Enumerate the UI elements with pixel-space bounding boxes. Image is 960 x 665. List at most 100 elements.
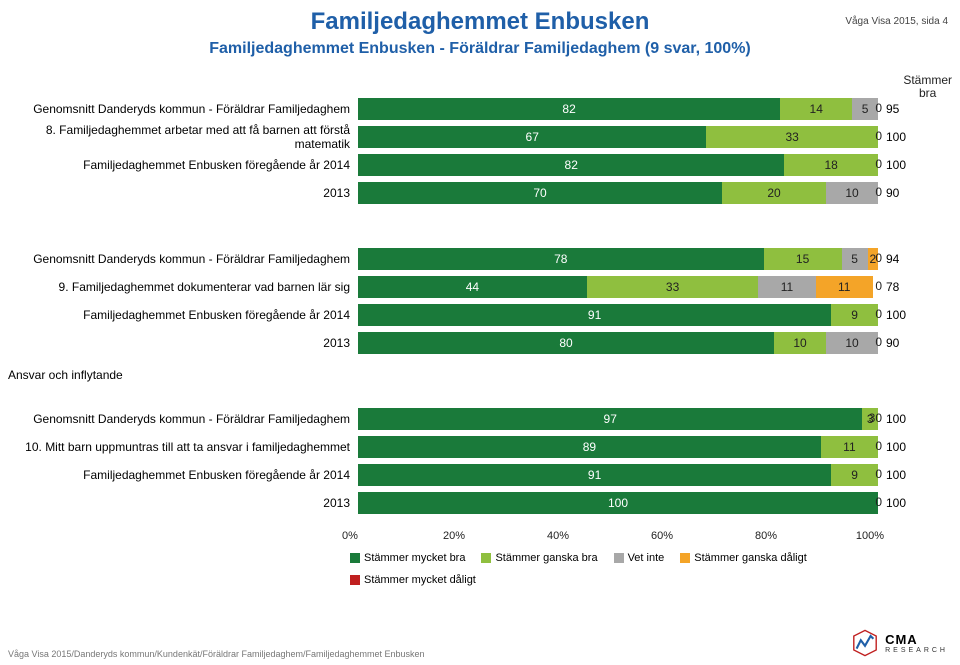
bar-row-score: 90	[878, 186, 928, 200]
legend-label: Vet inte	[628, 552, 665, 564]
x-axis-tick-label: 40%	[547, 530, 569, 542]
bar-segment: 70	[358, 182, 722, 204]
bar-segment: 5	[852, 98, 878, 120]
bar-trailing-value: 0	[875, 467, 882, 481]
bar-row-label: 9. Familjedaghemmet dokumenterar vad bar…	[0, 280, 358, 294]
bar-segment: 10	[826, 182, 878, 204]
bar-row-score: 100	[878, 496, 928, 510]
bar-row-label: Genomsnitt Danderyds kommun - Föräldrar …	[0, 102, 358, 116]
bar-segment: 100	[358, 492, 878, 514]
bar-trailing-value: 0	[875, 185, 882, 199]
bar-segment: 5	[842, 248, 868, 270]
legend-item: Stämmer ganska bra	[481, 552, 597, 564]
bar-segment-value: 82	[565, 158, 578, 172]
legend-item: Stämmer ganska dåligt	[680, 552, 807, 564]
bar-row-label: Familjedaghemmet Enbusken föregående år …	[0, 158, 358, 172]
bar: 97330	[358, 408, 878, 430]
bar: 9190	[358, 464, 878, 486]
bar: 443311110	[358, 276, 878, 298]
x-axis-tick-label: 60%	[651, 530, 673, 542]
legend-swatch	[350, 575, 360, 585]
bar-segment: 82	[358, 154, 784, 176]
footer-path: Våga Visa 2015/Danderyds kommun/Kundenkä…	[8, 649, 425, 659]
bar-segment-value: 11	[843, 440, 855, 454]
chart-group: Genomsnitt Danderyds kommun - Föräldrar …	[0, 98, 960, 210]
score-column-header: Stämmerbra	[903, 74, 952, 100]
x-axis-tick-label: 0%	[342, 530, 358, 542]
bar-segment-value: 89	[583, 440, 596, 454]
legend-label: Stämmer mycket bra	[364, 552, 465, 564]
bar-segment: 10	[826, 332, 878, 354]
bar-segment: 11	[821, 436, 878, 458]
legend-swatch	[614, 553, 624, 563]
bar: 8010100	[358, 332, 878, 354]
bar-segment: 14	[780, 98, 852, 120]
chart-group: Genomsnitt Danderyds kommun - Föräldrar …	[0, 248, 960, 360]
bar-segment-value: 80	[559, 336, 572, 350]
bar-row: 9. Familjedaghemmet dokumenterar vad bar…	[0, 276, 960, 298]
bar-segment: 78	[358, 248, 764, 270]
legend-swatch	[481, 553, 491, 563]
bar-row: Genomsnitt Danderyds kommun - Föräldrar …	[0, 248, 960, 270]
bar-segment-value: 67	[526, 130, 539, 144]
page-title: Familjedaghemmet Enbusken	[0, 8, 960, 36]
bar-segment: 20	[722, 182, 826, 204]
bar-row-score: 95	[878, 102, 928, 116]
bar-trailing-value: 0	[875, 279, 882, 293]
bar-segment: 33	[706, 126, 878, 148]
legend-label: Stämmer ganska dåligt	[694, 552, 807, 564]
bar-row: Genomsnitt Danderyds kommun - Föräldrar …	[0, 98, 960, 120]
bar-segment-value: 91	[588, 468, 601, 482]
bar-segment-value: 33	[666, 280, 679, 294]
bar-trailing-value: 0	[875, 495, 882, 509]
bar-trailing-value: 0	[875, 251, 882, 265]
x-axis-tick-label: 100%	[856, 530, 884, 542]
bar-segment-value: 70	[533, 186, 546, 200]
x-axis: 0%20%40%60%80%100%	[350, 528, 870, 544]
bar-segment: 91	[358, 304, 831, 326]
legend-item: Stämmer mycket dåligt	[350, 574, 476, 586]
bar-row: 20131000100	[0, 492, 960, 514]
bar-trailing-value: 30	[869, 411, 882, 425]
bar-segment-value: 14	[810, 102, 823, 116]
cma-logo-icon	[851, 629, 879, 657]
chart-group: Genomsnitt Danderyds kommun - Föräldrar …	[0, 408, 960, 520]
bar-segment-value: 33	[786, 130, 799, 144]
legend: Stämmer mycket bra Stämmer ganska bra Vet …	[350, 552, 870, 586]
bar-trailing-value: 0	[875, 307, 882, 321]
bar-row: 2013702010090	[0, 182, 960, 204]
bar-trailing-value: 0	[875, 335, 882, 349]
legend-label: Stämmer ganska bra	[495, 552, 597, 564]
bar: 1000	[358, 492, 878, 514]
bar-segment-value: 97	[604, 412, 617, 426]
bar-row-label: Genomsnitt Danderyds kommun - Föräldrar …	[0, 252, 358, 266]
bar-row-score: 100	[878, 412, 928, 426]
bar-segment-value: 5	[851, 252, 858, 266]
bar-segment-value: 91	[588, 308, 601, 322]
bar-segment-value: 18	[825, 158, 838, 172]
bar-segment: 15	[764, 248, 842, 270]
bar-segment-value: 10	[845, 186, 858, 200]
bar-segment-value: 9	[851, 468, 858, 482]
bar-trailing-value: 0	[875, 439, 882, 453]
logo-text: CMA	[885, 632, 918, 647]
bar-row: Familjedaghemmet Enbusken föregående år …	[0, 154, 960, 176]
bar-segment: 67	[358, 126, 706, 148]
bar-segment: 97	[358, 408, 862, 430]
bar-segment: 33	[587, 276, 759, 298]
bar-segment-value: 9	[851, 308, 858, 322]
bar-segment: 11	[816, 276, 873, 298]
bar-row-score: 100	[878, 308, 928, 322]
bar-row-label: 10. Mitt barn uppmuntras till att ta ans…	[0, 440, 358, 454]
page-indicator: Våga Visa 2015, sida 4	[845, 16, 948, 27]
bar-segment: 18	[784, 154, 878, 176]
bar-row: 10. Mitt barn uppmuntras till att ta ans…	[0, 436, 960, 458]
bar-row-score: 100	[878, 468, 928, 482]
bar-row-score: 94	[878, 252, 928, 266]
section-label: Ansvar och inflytande	[8, 368, 123, 382]
bar-row: Genomsnitt Danderyds kommun - Föräldrar …	[0, 408, 960, 430]
bar-row-score: 90	[878, 336, 928, 350]
bar-trailing-value: 0	[875, 157, 882, 171]
bar-segment-value: 5	[862, 102, 869, 116]
bar: 82180	[358, 154, 878, 176]
